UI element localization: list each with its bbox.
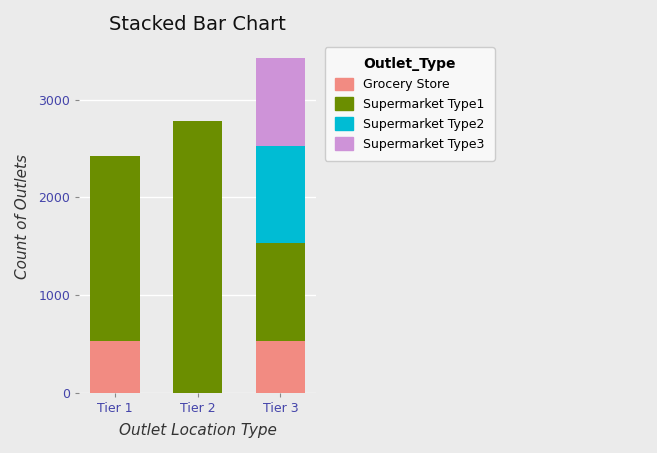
Bar — [90, 341, 140, 393]
Bar — [256, 146, 306, 243]
Bar — [90, 155, 140, 341]
X-axis label: Outlet Location Type: Outlet Location Type — [119, 423, 277, 438]
Legend: Grocery Store, Supermarket Type1, Supermarket Type2, Supermarket Type3: Grocery Store, Supermarket Type1, Superm… — [325, 48, 495, 161]
Y-axis label: Count of Outlets: Count of Outlets — [15, 154, 30, 280]
Title: Stacked Bar Chart: Stacked Bar Chart — [109, 15, 286, 34]
Bar — [256, 58, 306, 146]
Bar — [256, 243, 306, 341]
Bar — [256, 341, 306, 393]
Bar — [173, 120, 223, 393]
